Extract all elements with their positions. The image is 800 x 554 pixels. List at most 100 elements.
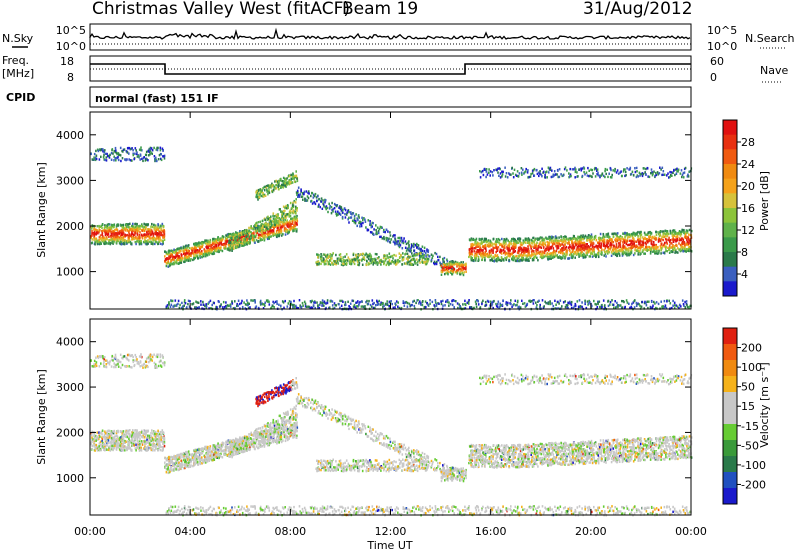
power-cell bbox=[379, 225, 382, 229]
power-cell bbox=[679, 243, 682, 247]
power-cell bbox=[447, 265, 449, 269]
power-cell bbox=[340, 258, 343, 261]
power-cell bbox=[287, 213, 289, 216]
power-cell bbox=[272, 217, 275, 220]
power-cell bbox=[683, 228, 685, 232]
power-cell bbox=[264, 235, 267, 238]
power-cell bbox=[643, 252, 645, 255]
power-cell bbox=[288, 226, 290, 229]
power-cell bbox=[548, 237, 551, 240]
power-cell bbox=[118, 232, 121, 235]
power-cell bbox=[129, 222, 131, 225]
power-cell bbox=[95, 157, 98, 161]
power-cell bbox=[151, 225, 154, 229]
power-cell bbox=[206, 246, 208, 250]
power-cell bbox=[586, 250, 588, 253]
power-cell bbox=[121, 224, 124, 227]
power-cell bbox=[644, 247, 646, 251]
power-cell bbox=[439, 255, 441, 259]
power-cell bbox=[413, 249, 416, 252]
power-cell bbox=[295, 198, 297, 201]
power-cell bbox=[107, 223, 110, 226]
power-cell bbox=[681, 230, 683, 233]
power-cell bbox=[510, 240, 512, 243]
power-cell bbox=[328, 202, 330, 205]
power-cell bbox=[363, 217, 365, 220]
power-cell bbox=[545, 237, 548, 240]
power-cell bbox=[673, 229, 676, 232]
power-cell bbox=[584, 243, 586, 246]
power-cell bbox=[484, 168, 486, 171]
power-cell bbox=[378, 259, 381, 263]
power-cell bbox=[484, 247, 487, 250]
power-cell bbox=[552, 251, 555, 254]
power-cell bbox=[453, 261, 456, 265]
power-cell bbox=[643, 247, 645, 251]
power-cell bbox=[662, 251, 665, 254]
power-cell bbox=[95, 237, 97, 240]
power-cell bbox=[477, 243, 479, 246]
power-cell bbox=[255, 194, 258, 197]
power-cell bbox=[112, 225, 115, 228]
power-cell bbox=[325, 258, 328, 261]
power-cell bbox=[543, 246, 545, 249]
power-cell bbox=[220, 240, 223, 243]
power-cell bbox=[449, 271, 452, 274]
power-cell bbox=[145, 236, 147, 239]
power-cell bbox=[235, 238, 237, 241]
power-cell bbox=[581, 241, 584, 245]
power-cell bbox=[159, 231, 161, 234]
power-cell bbox=[539, 250, 542, 253]
power-cell bbox=[627, 252, 629, 255]
power-cell bbox=[637, 237, 639, 240]
power-cell bbox=[569, 252, 572, 255]
power-cell bbox=[572, 245, 574, 249]
power-cell bbox=[175, 259, 178, 262]
power-cell bbox=[442, 260, 444, 263]
power-cell bbox=[409, 250, 412, 253]
power-cell bbox=[420, 254, 423, 258]
power-cell bbox=[547, 255, 549, 259]
power-cell bbox=[631, 235, 634, 238]
power-cell bbox=[100, 239, 103, 242]
power-cell bbox=[257, 236, 260, 240]
power-cell bbox=[409, 247, 412, 251]
power-cell bbox=[216, 247, 219, 250]
power-cell bbox=[619, 245, 622, 248]
power-cell bbox=[493, 242, 496, 246]
power-cell bbox=[650, 250, 652, 254]
power-cell bbox=[218, 250, 220, 253]
power-cell bbox=[285, 204, 287, 208]
power-cell bbox=[389, 234, 392, 237]
power-cell bbox=[533, 242, 536, 246]
power-cell bbox=[138, 235, 140, 238]
freq-left-top-tick: 18 bbox=[60, 55, 74, 68]
power-cell bbox=[90, 225, 92, 229]
power-cell bbox=[248, 229, 250, 232]
power-cell bbox=[561, 247, 563, 250]
power-cell bbox=[519, 237, 522, 241]
power-cell bbox=[383, 235, 385, 239]
power-cell bbox=[640, 252, 642, 255]
power-cell bbox=[666, 242, 668, 245]
power-cell bbox=[113, 150, 116, 153]
power-cell bbox=[119, 242, 122, 246]
power-cell bbox=[222, 235, 225, 239]
power-cell bbox=[93, 158, 95, 161]
power-cell bbox=[671, 232, 673, 235]
power-cell bbox=[98, 238, 100, 242]
power-cell bbox=[106, 227, 108, 230]
power-cell bbox=[629, 251, 632, 254]
power-cell bbox=[506, 252, 508, 255]
power-cell bbox=[292, 209, 295, 212]
power-cell bbox=[165, 258, 167, 261]
power-cell bbox=[508, 252, 511, 256]
power-cell bbox=[305, 199, 308, 202]
power-cell bbox=[473, 259, 475, 262]
power-cell bbox=[181, 257, 184, 260]
power-cell bbox=[266, 188, 268, 191]
power-cell bbox=[343, 207, 346, 210]
power-cell bbox=[592, 247, 595, 250]
power-cell bbox=[325, 262, 327, 266]
power-cell bbox=[667, 246, 669, 249]
